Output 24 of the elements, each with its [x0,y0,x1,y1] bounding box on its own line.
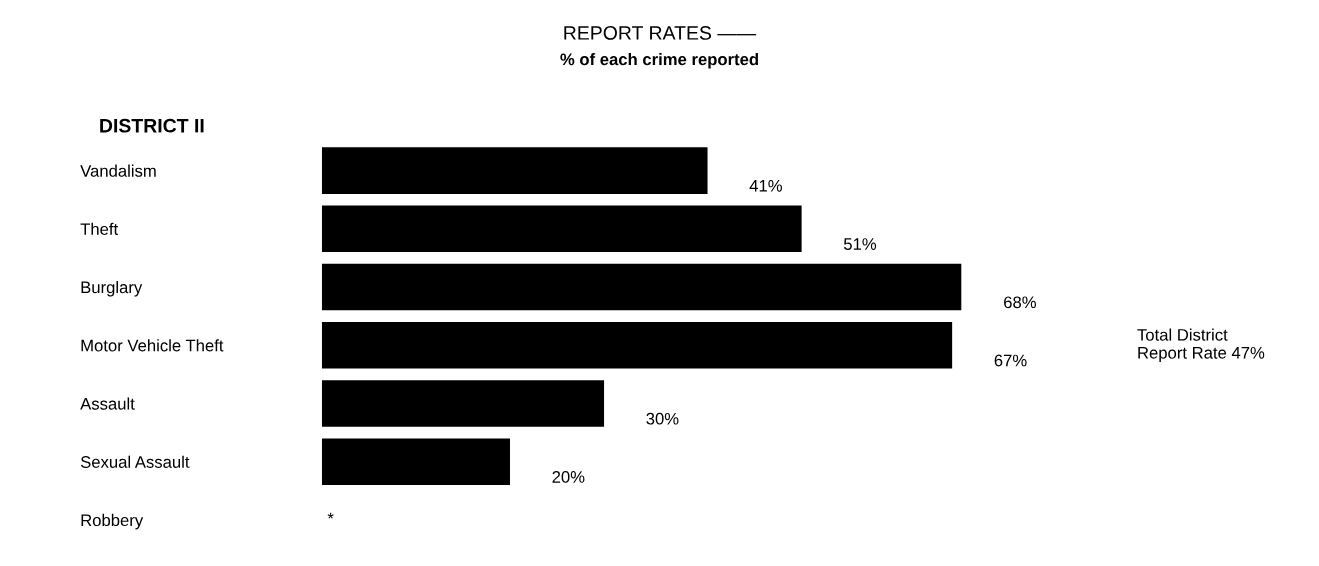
bar [321,321,953,369]
text: DISTRICT II [100,118,204,133]
chart-title: REPORT RATES —— [564,26,757,40]
y-tick-label: Assault [80,397,135,410]
bar [321,147,708,194]
bar [321,380,605,427]
y-tick-label: Vandalism [80,164,156,177]
data-label: 68% [1004,296,1036,309]
data-label: 30% [646,412,679,425]
bar [321,438,510,485]
text: Total District Report Rate 47% [1137,328,1265,362]
bar [321,205,802,253]
data-label: 67% [994,354,1027,367]
data-label: 20% [552,471,585,483]
y-tick-label: Robbery [81,513,144,530]
y-tick-label: Theft [80,222,119,236]
text: * [327,512,334,519]
y-tick-label: Motor Vehicle Theft [81,339,224,352]
y-tick-label: Sexual Assault [80,455,190,468]
y-tick-label: Burglary [81,281,143,297]
data-label: 41% [749,180,782,192]
chart-subtitle: % of each crime reported [560,53,758,69]
data-label: 51% [843,238,877,250]
bar [321,263,962,311]
